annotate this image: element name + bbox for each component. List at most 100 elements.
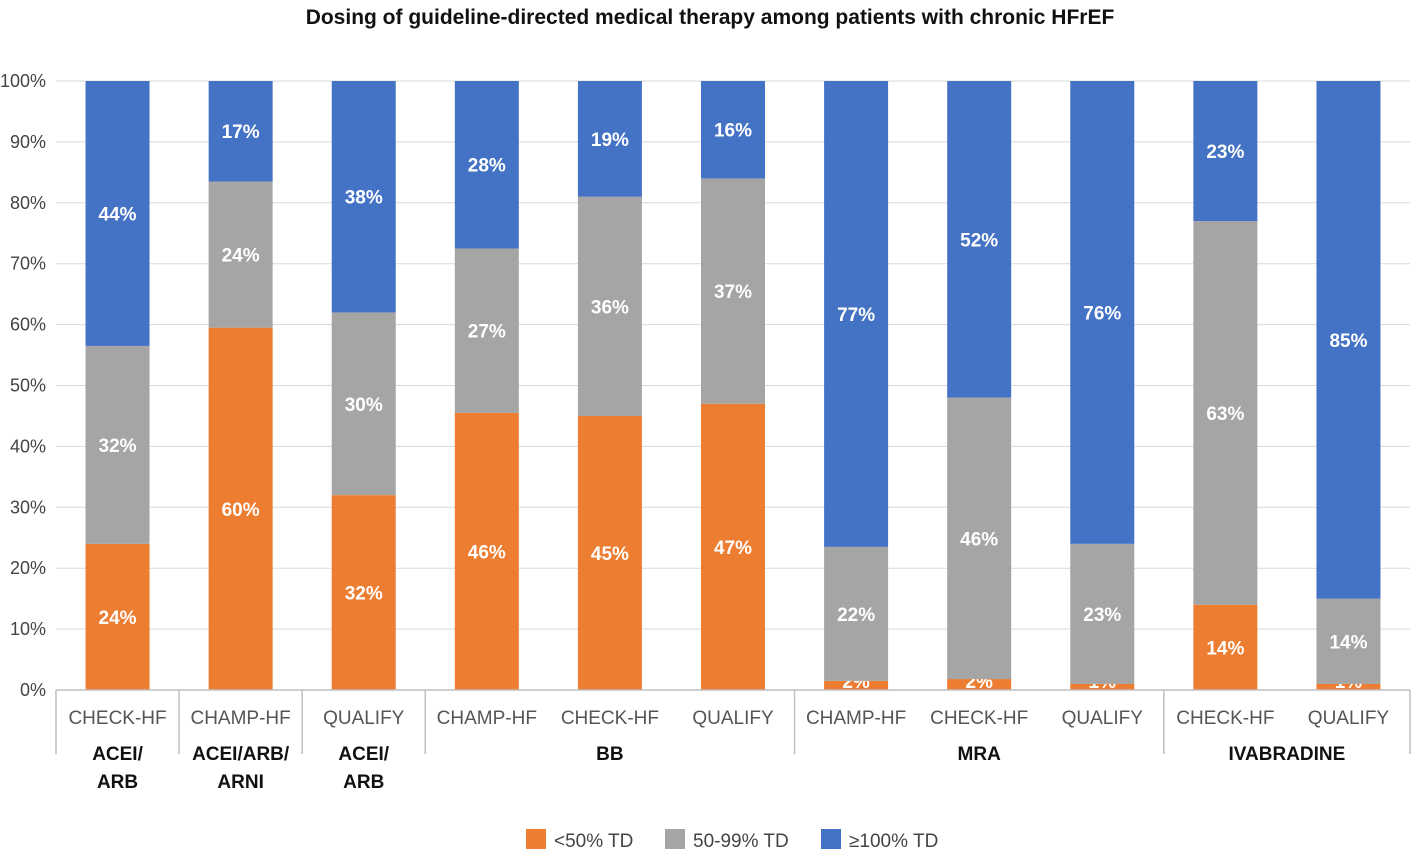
y-tick-label: 40% xyxy=(10,436,46,456)
x-category-label: CHAMP-HF xyxy=(806,708,906,729)
x-group-label: BB xyxy=(596,744,623,765)
x-category-label: QUALIFY xyxy=(692,708,774,729)
bar-segment xyxy=(701,178,765,404)
y-tick-label: 70% xyxy=(10,254,46,274)
bar-segment xyxy=(947,81,1012,398)
x-group-label: ACEI/ xyxy=(338,744,389,765)
bar-segment xyxy=(85,81,150,346)
bar-segment xyxy=(1070,81,1135,544)
bar-segment xyxy=(454,412,519,690)
x-category-label: QUALIFY xyxy=(1062,708,1144,729)
y-tick-label: 10% xyxy=(10,619,46,639)
bar-segment xyxy=(1316,683,1381,690)
data-label: 14% xyxy=(1329,632,1367,653)
legend-swatch xyxy=(526,829,546,849)
x-group-label: ACEI/ARB/ xyxy=(192,744,290,765)
data-label: 24% xyxy=(222,246,260,267)
data-label: 24% xyxy=(99,608,137,629)
y-tick-label: 90% xyxy=(10,132,46,152)
data-label: 63% xyxy=(1206,404,1244,425)
data-label: 22% xyxy=(837,605,875,626)
data-label: 37% xyxy=(714,282,752,303)
data-label: 23% xyxy=(1206,142,1244,163)
data-label: 38% xyxy=(345,188,383,209)
data-label: 46% xyxy=(960,529,998,550)
data-label: 32% xyxy=(99,436,137,457)
data-label: 44% xyxy=(99,204,137,225)
bar-segment xyxy=(208,181,273,328)
bar-segment xyxy=(577,415,642,690)
bar-segment xyxy=(454,248,519,413)
data-label: 16% xyxy=(714,121,752,142)
x-group-label: IVABRADINE xyxy=(1228,744,1345,765)
y-tick-label: 30% xyxy=(10,497,46,517)
data-label: 36% xyxy=(591,297,629,318)
legend-label: <50% TD xyxy=(554,831,633,852)
x-group-label: ARB xyxy=(343,772,384,793)
data-label: 17% xyxy=(222,122,260,143)
bar-segment xyxy=(824,546,889,681)
bar-segment xyxy=(1193,81,1258,222)
legend-label: 50-99% TD xyxy=(693,831,789,852)
x-category-label: CHECK-HF xyxy=(930,708,1028,729)
data-label: 60% xyxy=(222,500,260,521)
bar-segment xyxy=(824,81,889,547)
x-group-label: ACEI/ xyxy=(92,744,143,765)
data-label: 77% xyxy=(837,305,875,326)
data-label: 14% xyxy=(1206,638,1244,659)
data-label: 76% xyxy=(1083,303,1121,324)
bar-segment xyxy=(1070,543,1135,684)
data-label: 47% xyxy=(714,538,752,559)
y-tick-label: 50% xyxy=(10,376,46,396)
legend-swatch xyxy=(665,829,685,849)
bar-segment xyxy=(577,81,642,197)
x-category-label: CHAMP-HF xyxy=(190,708,290,729)
bar-segment xyxy=(824,680,889,690)
bar-segment xyxy=(947,679,1012,690)
bars: 24% 32% 44% 60% 24% 17% 32% 30% 38% 46% 27% 28% 45% 3… xyxy=(85,81,1381,693)
x-category-label: CHECK-HF xyxy=(1176,708,1274,729)
y-tick-label: 20% xyxy=(10,558,46,578)
x-category-label: QUALIFY xyxy=(1308,708,1390,729)
bar-segment xyxy=(208,327,273,690)
chart-title: Dosing of guideline-directed medical the… xyxy=(306,6,1115,29)
bar-segment xyxy=(454,81,519,249)
data-label: 19% xyxy=(591,130,629,151)
data-label: 45% xyxy=(591,544,629,565)
data-label: 23% xyxy=(1083,605,1121,626)
data-label: 27% xyxy=(468,322,506,343)
legend: <50% TD 50-99% TD ≥100% TD xyxy=(526,829,938,852)
bar-segment xyxy=(1316,81,1381,599)
data-label: 85% xyxy=(1329,331,1367,352)
x-category-label: QUALIFY xyxy=(323,708,405,729)
bar-segment xyxy=(947,397,1012,680)
bar-segment xyxy=(331,495,396,690)
data-label: 46% xyxy=(468,542,506,563)
bar-segment xyxy=(1193,604,1258,690)
legend-label: ≥100% TD xyxy=(849,831,938,852)
bar-segment xyxy=(85,543,150,690)
x-group-label: ARNI xyxy=(217,772,263,793)
bar-segment xyxy=(701,403,765,690)
bar-segment xyxy=(331,81,396,313)
y-tick-label: 100% xyxy=(0,71,46,91)
y-tick-label: 80% xyxy=(10,193,46,213)
bar-segment xyxy=(85,345,150,544)
x-category-label: CHECK-HF xyxy=(561,708,659,729)
x-group-label: ARB xyxy=(97,772,138,793)
bar-segment xyxy=(701,81,765,179)
bar-segment xyxy=(331,312,396,496)
data-label: 52% xyxy=(960,230,998,251)
data-label: 28% xyxy=(468,156,506,177)
x-category-label: CHECK-HF xyxy=(68,708,166,729)
bar-segment xyxy=(1070,683,1135,690)
bar-segment xyxy=(1316,598,1381,684)
y-tick-label: 0% xyxy=(20,680,46,700)
x-group-label: MRA xyxy=(958,744,1002,765)
bar-segment xyxy=(1193,221,1258,605)
data-label: 30% xyxy=(345,395,383,416)
legend-swatch xyxy=(821,829,841,849)
y-tick-label: 60% xyxy=(10,315,46,335)
